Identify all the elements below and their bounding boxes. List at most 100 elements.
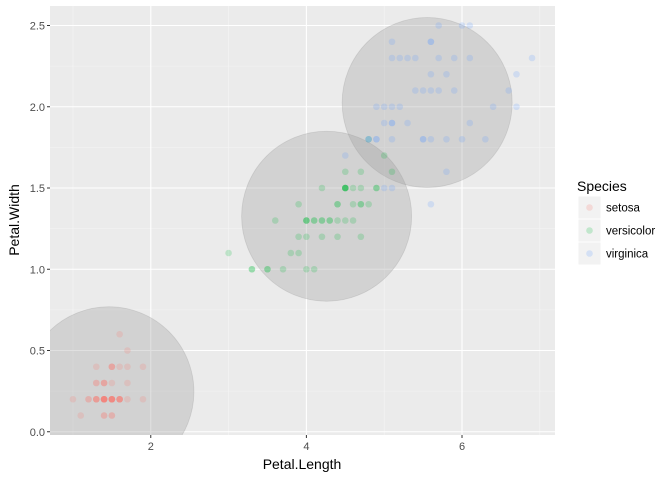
point-virginica — [404, 119, 411, 127]
point-setosa — [108, 412, 116, 419]
point-versicolor — [287, 249, 295, 257]
y-axis-title: Petal.Width — [6, 184, 22, 256]
point-setosa — [108, 395, 116, 403]
point-setosa — [100, 395, 108, 403]
point-setosa — [116, 395, 123, 403]
point-versicolor — [248, 265, 256, 273]
point-virginica — [435, 22, 442, 29]
y-axis-ticks: 0.0 0.5 1.0 1.5 2.0 2.5 — [30, 21, 50, 439]
point-setosa — [92, 363, 100, 371]
y-tick-label: 1.0 — [30, 264, 45, 276]
point-virginica — [450, 87, 458, 94]
point-setosa — [116, 395, 123, 403]
point-setosa — [100, 412, 108, 419]
point-setosa — [92, 395, 100, 403]
point-setosa — [100, 379, 108, 387]
point-setosa — [116, 395, 123, 403]
point-versicolor — [357, 184, 365, 192]
plot-panel — [50, 6, 555, 435]
point-versicolor — [334, 233, 341, 241]
point-virginica — [435, 54, 442, 62]
point-setosa — [124, 379, 131, 387]
point-virginica — [365, 135, 372, 143]
point-versicolor — [365, 200, 372, 208]
point-setosa — [92, 379, 100, 387]
legend-marker-virginica — [586, 250, 593, 257]
point-versicolor — [357, 233, 365, 241]
point-setosa — [139, 395, 147, 403]
point-virginica — [505, 87, 513, 94]
point-versicolor — [326, 217, 334, 224]
point-virginica — [427, 135, 435, 143]
point-virginica — [443, 70, 450, 78]
point-setosa — [85, 395, 92, 403]
point-virginica — [388, 103, 396, 111]
point-versicolor — [318, 217, 326, 224]
point-versicolor — [349, 184, 357, 192]
point-setosa — [108, 395, 116, 403]
point-setosa — [124, 347, 131, 354]
y-tick-label: 0.5 — [30, 346, 45, 358]
point-setosa — [124, 363, 131, 371]
grid-major — [50, 6, 555, 435]
point-virginica — [427, 200, 435, 208]
point-versicolor — [310, 265, 318, 273]
point-setosa — [92, 379, 100, 387]
point-setosa — [100, 395, 108, 403]
point-versicolor — [326, 217, 334, 224]
point-versicolor — [318, 233, 326, 241]
point-virginica — [427, 70, 435, 78]
point-virginica — [419, 135, 427, 143]
point-versicolor — [271, 217, 279, 224]
point-virginica — [466, 119, 474, 127]
point-versicolor — [373, 184, 380, 192]
y-tick-label: 2.5 — [30, 21, 45, 33]
point-versicolor — [365, 135, 372, 143]
point-virginica — [341, 152, 349, 159]
point-setosa — [100, 395, 108, 403]
y-tick-label: 2.0 — [30, 102, 45, 114]
point-setosa — [116, 330, 123, 338]
point-versicolor — [341, 184, 349, 192]
cluster-circle-2 — [241, 130, 413, 302]
point-virginica — [419, 87, 427, 94]
point-virginica — [482, 135, 489, 143]
point-versicolor — [303, 233, 310, 241]
legend-marker-setosa — [586, 204, 593, 211]
point-setosa — [108, 363, 116, 371]
point-versicolor — [303, 265, 310, 273]
point-versicolor — [341, 217, 349, 224]
point-virginica — [450, 54, 458, 62]
point-setosa — [92, 395, 100, 403]
point-setosa — [108, 379, 116, 387]
legend-label-versicolor: versicolor — [606, 226, 655, 238]
cluster-circle-3 — [341, 17, 513, 188]
point-setosa — [116, 395, 123, 403]
point-setosa — [100, 379, 108, 387]
point-versicolor — [303, 217, 310, 224]
point-versicolor — [225, 249, 232, 257]
point-versicolor — [373, 184, 380, 192]
point-versicolor — [295, 249, 302, 257]
point-setosa — [85, 395, 92, 403]
point-virginica — [443, 135, 450, 143]
point-setosa — [124, 395, 131, 403]
point-setosa — [108, 395, 116, 403]
point-setosa — [77, 412, 85, 419]
point-versicolor — [303, 217, 310, 224]
point-virginica — [404, 54, 411, 62]
point-versicolor — [264, 265, 271, 273]
point-virginica — [380, 119, 388, 127]
x-tick-label: 4 — [303, 441, 309, 453]
point-virginica — [388, 184, 396, 192]
point-virginica — [373, 103, 380, 111]
point-virginica — [528, 54, 536, 62]
point-setosa — [100, 412, 108, 419]
point-versicolor — [279, 265, 287, 273]
point-versicolor — [303, 217, 310, 224]
point-virginica — [388, 38, 396, 46]
point-versicolor — [318, 217, 326, 224]
point-versicolor — [248, 265, 256, 273]
data-points — [69, 22, 536, 419]
point-versicolor — [349, 200, 357, 208]
